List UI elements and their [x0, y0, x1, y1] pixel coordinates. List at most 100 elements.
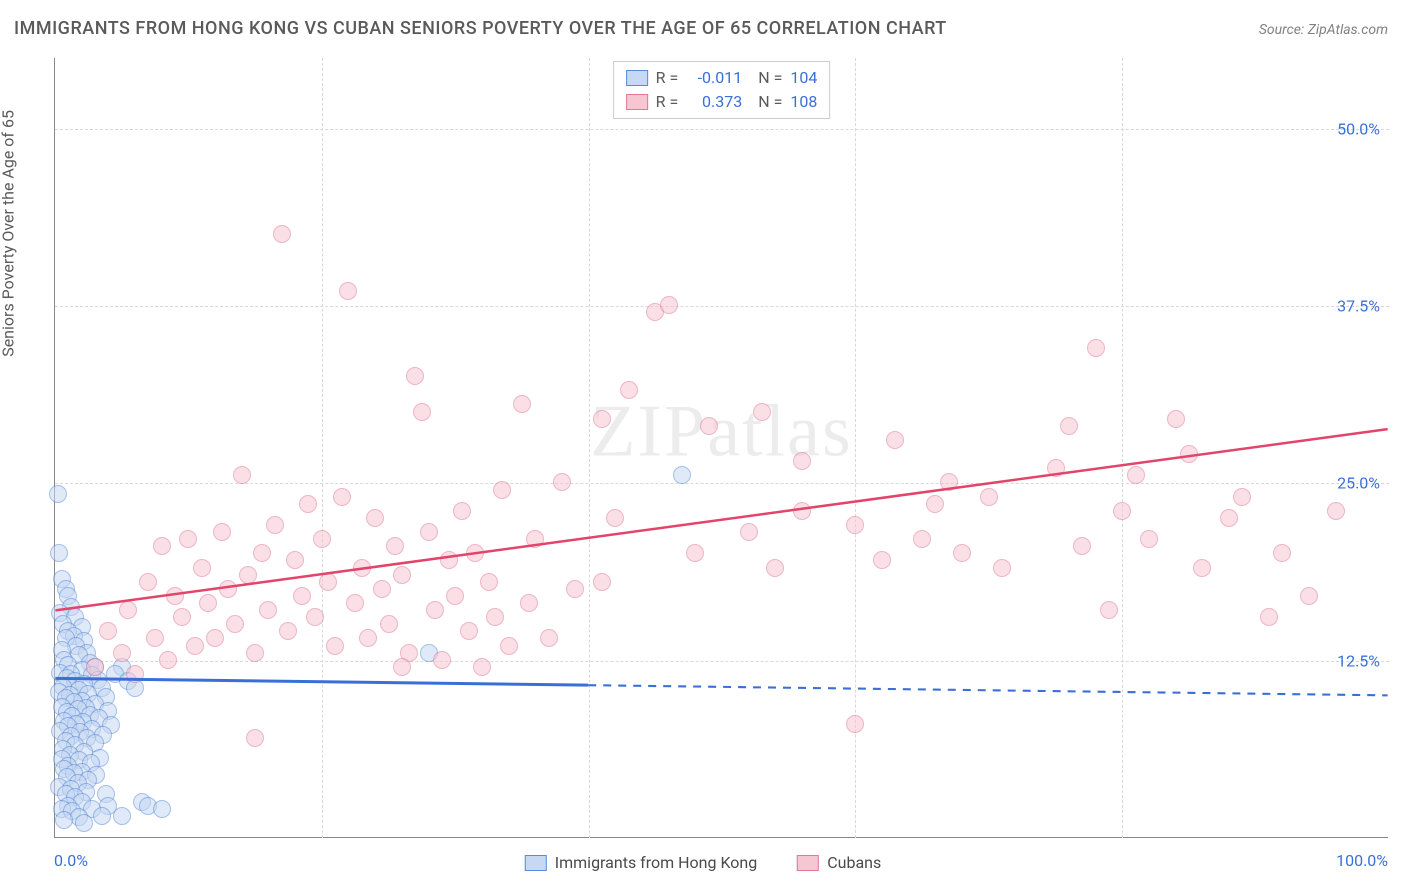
- data-point: [513, 395, 531, 413]
- gridline-v: [1122, 58, 1123, 838]
- data-point: [1220, 509, 1238, 527]
- legend-item-cuban: Cubans: [797, 853, 881, 872]
- data-point: [359, 629, 377, 647]
- data-point: [606, 509, 624, 527]
- data-point: [1300, 587, 1318, 605]
- data-point: [113, 807, 131, 825]
- legend-label: Cubans: [827, 853, 881, 872]
- data-point: [1060, 417, 1078, 435]
- data-point: [299, 495, 317, 513]
- legend-item-hk: Immigrants from Hong Kong: [525, 853, 757, 872]
- data-point: [393, 566, 411, 584]
- n-value-cuban: 108: [790, 90, 817, 114]
- data-point: [326, 637, 344, 655]
- data-point: [279, 622, 297, 640]
- data-point: [153, 537, 171, 555]
- n-label: N =: [758, 90, 782, 114]
- data-point: [406, 367, 424, 385]
- data-point: [293, 587, 311, 605]
- data-point: [413, 403, 431, 421]
- data-point: [793, 502, 811, 520]
- data-point: [213, 523, 231, 541]
- data-point: [179, 530, 197, 548]
- data-point: [446, 587, 464, 605]
- data-point: [353, 559, 371, 577]
- data-point: [493, 481, 511, 499]
- n-value-hk: 104: [790, 66, 817, 90]
- r-value-cuban: 0.373: [686, 90, 742, 114]
- gridline-h: [55, 483, 1389, 484]
- data-point: [313, 530, 331, 548]
- data-point: [266, 516, 284, 534]
- data-point: [673, 466, 691, 484]
- data-point: [119, 601, 137, 619]
- y-axis-label: Seniors Poverty Over the Age of 65: [0, 110, 18, 357]
- data-point: [186, 637, 204, 655]
- data-point: [1127, 466, 1145, 484]
- data-point: [346, 594, 364, 612]
- data-point: [246, 729, 264, 747]
- data-point: [86, 658, 104, 676]
- swatch-icon: [525, 855, 547, 871]
- source-label: Source: ZipAtlas.com: [1259, 22, 1388, 38]
- data-point: [620, 381, 638, 399]
- data-point: [226, 615, 244, 633]
- data-point: [273, 225, 291, 243]
- swatch-hk: [626, 70, 648, 86]
- gridline-h: [55, 129, 1389, 130]
- plot-area: ZIPatlas R = -0.011 N = 104 R = 0.373 N …: [54, 58, 1388, 838]
- data-point: [386, 537, 404, 555]
- data-point: [159, 651, 177, 669]
- data-point: [980, 488, 998, 506]
- data-point: [1140, 530, 1158, 548]
- data-point: [466, 544, 484, 562]
- data-point: [553, 473, 571, 491]
- data-point: [1260, 608, 1278, 626]
- data-point: [333, 488, 351, 506]
- data-point: [593, 410, 611, 428]
- data-point: [319, 573, 337, 591]
- data-point: [146, 629, 164, 647]
- data-point: [926, 495, 944, 513]
- data-point: [75, 814, 93, 832]
- data-point: [873, 551, 891, 569]
- data-point: [99, 622, 117, 640]
- data-point: [1113, 502, 1131, 520]
- data-point: [940, 473, 958, 491]
- data-point: [1233, 488, 1251, 506]
- data-point: [473, 658, 491, 676]
- data-point: [913, 530, 931, 548]
- data-point: [1167, 410, 1185, 428]
- data-point: [426, 601, 444, 619]
- data-point: [380, 615, 398, 633]
- data-point: [1100, 601, 1118, 619]
- data-point: [1180, 445, 1198, 463]
- data-point: [373, 580, 391, 598]
- data-point: [520, 594, 538, 612]
- data-point: [253, 544, 271, 562]
- data-point: [1087, 339, 1105, 357]
- data-point: [113, 644, 131, 662]
- data-point: [793, 452, 811, 470]
- data-point: [339, 282, 357, 300]
- data-point: [700, 417, 718, 435]
- data-point: [126, 665, 144, 683]
- gridline-v: [322, 58, 323, 838]
- series-legend: Immigrants from Hong Kong Cubans: [525, 853, 881, 872]
- data-point: [846, 516, 864, 534]
- data-point: [259, 601, 277, 619]
- data-point: [1193, 559, 1211, 577]
- data-point: [1047, 459, 1065, 477]
- legend-row-cuban: R = 0.373 N = 108: [626, 90, 818, 114]
- data-point: [166, 587, 184, 605]
- y-tick-label: 12.5%: [1337, 651, 1380, 670]
- data-point: [219, 580, 237, 598]
- data-point: [366, 509, 384, 527]
- data-point: [486, 608, 504, 626]
- data-point: [1073, 537, 1091, 555]
- r-label: R =: [656, 66, 679, 90]
- data-point: [199, 594, 217, 612]
- r-value-hk: -0.011: [686, 66, 742, 90]
- x-tick-max: 100.0%: [1336, 851, 1388, 870]
- data-point: [420, 523, 438, 541]
